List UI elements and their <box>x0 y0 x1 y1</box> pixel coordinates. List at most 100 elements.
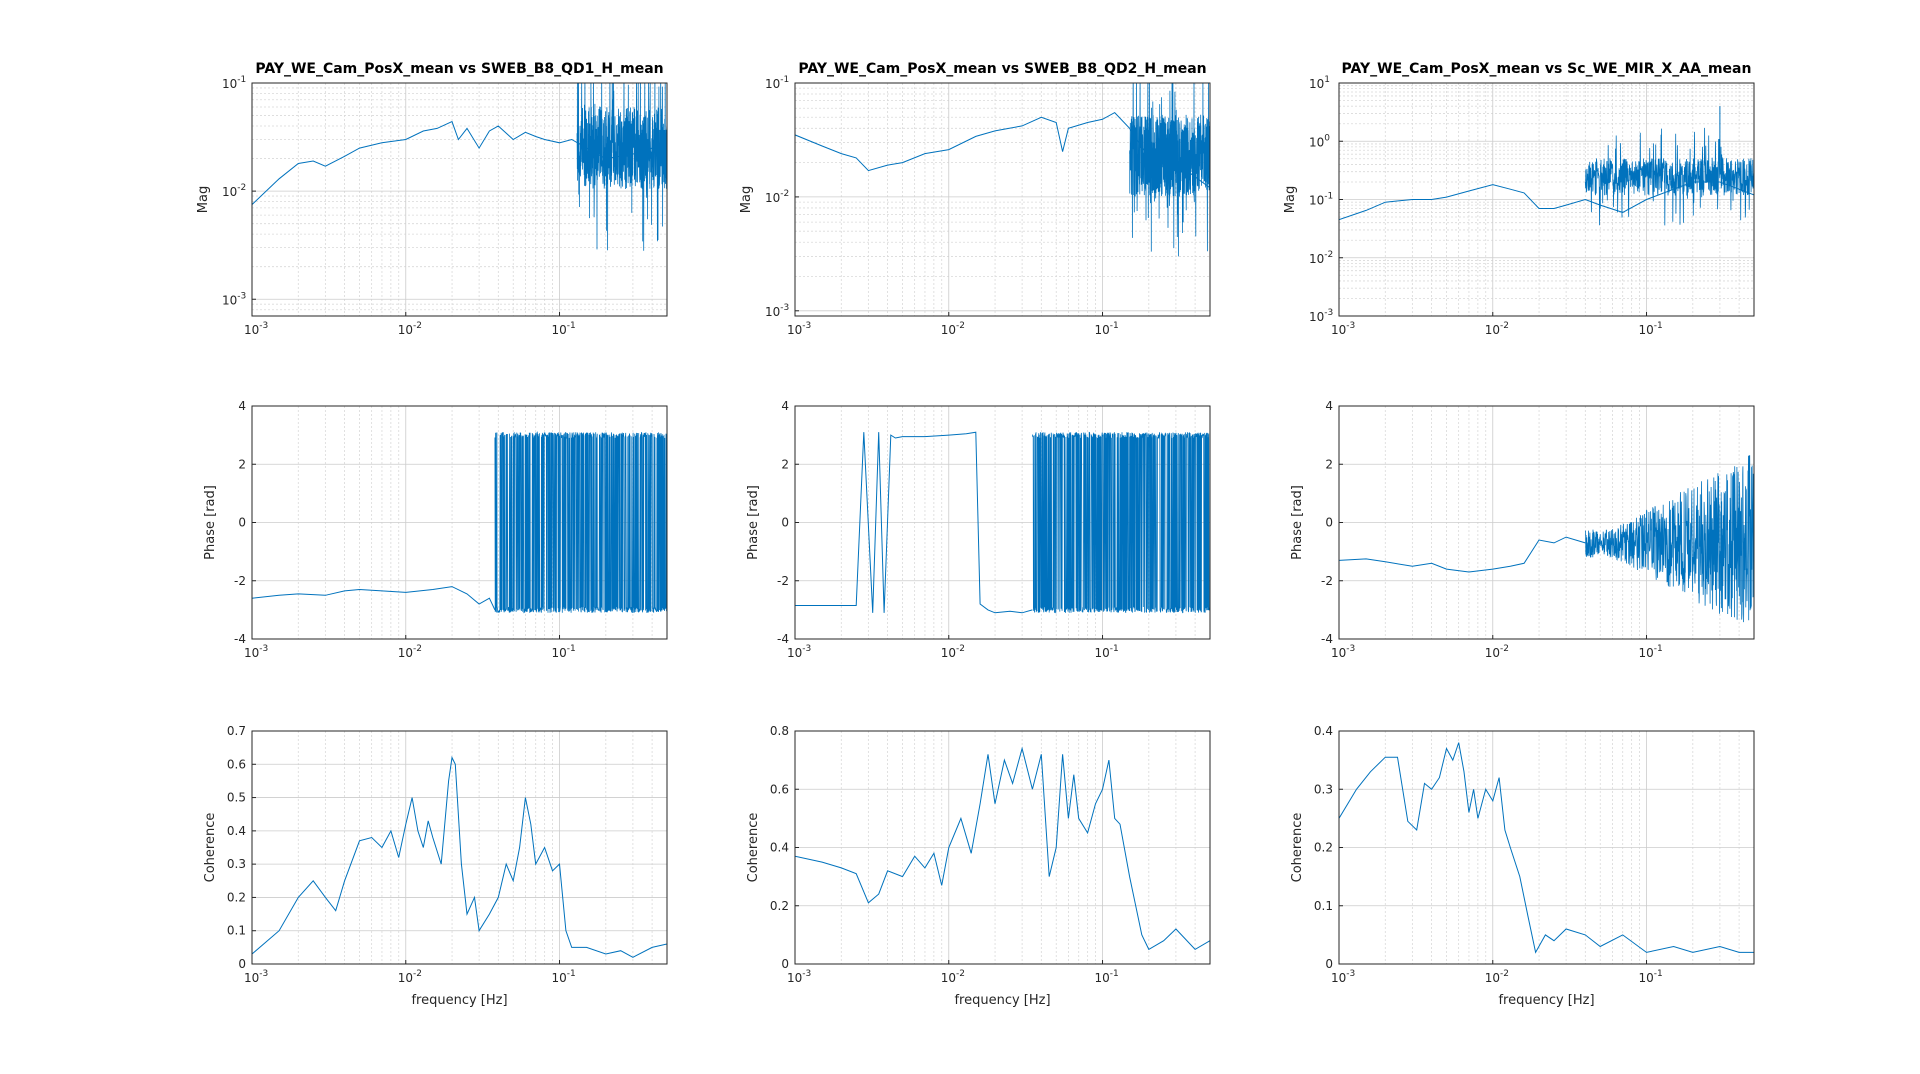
y-tick-label: -2 <box>777 574 789 588</box>
y-tick-label: 10-3 <box>765 303 789 319</box>
x-tick-exponent: -1 <box>1110 644 1119 654</box>
series-noise <box>1032 431 1210 614</box>
y-tick-label: 2 <box>781 457 789 471</box>
y-tick-label: 0 <box>1325 957 1333 971</box>
y-tick-exponent: 0 <box>1324 133 1330 143</box>
x-tick-exponent: -3 <box>259 644 268 654</box>
x-tick-label: 10-2 <box>1485 969 1509 985</box>
x-tick-exponent: -2 <box>956 644 965 654</box>
series-line <box>1339 742 1754 954</box>
series-line <box>795 431 1033 614</box>
y-tick-label: 10-2 <box>222 183 246 199</box>
x-tick-label: 10-3 <box>787 969 811 985</box>
x-tick-label: 10-1 <box>1639 969 1663 985</box>
x-tick-label: 10-2 <box>1485 321 1509 337</box>
y-axis-label: Mag <box>1283 186 1298 213</box>
y-tick-label: 4 <box>238 399 246 413</box>
y-tick-label: 0.4 <box>1314 724 1333 738</box>
y-tick-label: 10-2 <box>765 189 789 205</box>
x-tick-label: 10-3 <box>1331 321 1355 337</box>
x-tick-exponent: -3 <box>1346 321 1355 331</box>
series-group <box>795 431 1210 614</box>
subplot-coherence-1: 10-3 10-2 10-1 0 0.1 0.2 0.3 0.4 0.5 0.6 0.7 Cohere… <box>203 724 668 1008</box>
series-noise <box>494 431 667 614</box>
series-noise <box>1129 83 1210 257</box>
y-tick-exponent: -2 <box>1324 250 1333 260</box>
axes-box <box>251 82 668 317</box>
x-tick-label: 10-1 <box>1639 644 1663 660</box>
series-group <box>795 83 1210 257</box>
series-noise <box>576 83 667 251</box>
x-tick-exponent: -1 <box>567 644 576 654</box>
y-tick-label: 10-1 <box>222 75 246 91</box>
y-tick-label: 0.2 <box>1314 841 1333 855</box>
series-group <box>252 431 667 614</box>
x-tick-label: 10-2 <box>941 969 965 985</box>
y-tick-label: 0.1 <box>1314 899 1333 913</box>
y-axis-label: Mag <box>196 186 211 213</box>
x-tick-label: 10-3 <box>1331 969 1355 985</box>
x-tick-label: 10-1 <box>552 644 576 660</box>
series-group <box>795 746 1210 951</box>
y-tick-label: 2 <box>1325 457 1333 471</box>
plot-area <box>252 731 667 964</box>
x-tick-exponent: -3 <box>259 969 268 979</box>
x-tick-label: 10-1 <box>552 321 576 337</box>
y-axis-label: Mag <box>739 186 754 213</box>
x-tick-exponent: -2 <box>413 644 422 654</box>
x-axis-label: frequency [Hz] <box>1498 993 1594 1008</box>
x-tick-exponent: -2 <box>956 969 965 979</box>
series-line <box>252 755 667 958</box>
y-axis-label: Phase [rad] <box>203 485 218 560</box>
x-tick-exponent: -3 <box>1346 969 1355 979</box>
y-axis-label: Coherence <box>203 813 218 883</box>
y-tick-label: 0.3 <box>227 857 246 871</box>
series-group <box>1339 455 1754 623</box>
y-tick-label: -4 <box>234 632 246 646</box>
y-tick-exponent: -2 <box>237 183 246 193</box>
subplot-grid: 10-3 10-2 10-110-310-210-1MagPAY_WE_Cam_Po… <box>196 61 1755 1008</box>
y-tick-label: -4 <box>1321 632 1333 646</box>
y-tick-exponent: -3 <box>1324 308 1333 318</box>
y-tick-label: 0.4 <box>770 841 789 855</box>
x-tick-exponent: -2 <box>1500 644 1509 654</box>
x-tick-exponent: -2 <box>1500 969 1509 979</box>
y-tick-exponent: -1 <box>237 75 246 85</box>
y-tick-label: -2 <box>234 574 246 588</box>
y-tick-label: 10-1 <box>765 75 789 91</box>
x-axis-label: frequency [Hz] <box>411 993 507 1008</box>
y-tick-exponent: -3 <box>237 291 246 301</box>
subplot-title: PAY_WE_Cam_PosX_mean vs Sc_WE_MIR_X_AA_m… <box>1342 61 1752 77</box>
y-tick-exponent: -1 <box>780 75 789 85</box>
y-tick-label: 0.6 <box>770 782 789 796</box>
y-tick-label: 0 <box>1325 516 1333 530</box>
y-tick-label: 0 <box>238 516 246 530</box>
x-tick-exponent: -3 <box>802 644 811 654</box>
subplot-phase-2: 10-3 10-2 10-1 -4 -2 0 2 4 Phase [rad] <box>746 399 1211 660</box>
y-tick-label: 0 <box>238 957 246 971</box>
x-tick-exponent: -1 <box>1110 321 1119 331</box>
x-tick-exponent: -3 <box>1346 644 1355 654</box>
x-tick-label: 10-2 <box>398 321 422 337</box>
y-tick-label: 0 <box>781 516 789 530</box>
subplot-title: PAY_WE_Cam_PosX_mean vs SWEB_B8_QD2_H_me… <box>798 61 1206 77</box>
y-tick-label: 0.3 <box>1314 782 1333 796</box>
x-tick-label: 10-3 <box>787 321 811 337</box>
x-tick-exponent: -3 <box>802 969 811 979</box>
y-tick-label: 0.1 <box>227 924 246 938</box>
series-line <box>1339 536 1586 573</box>
x-tick-exponent: -1 <box>567 969 576 979</box>
subplot-magnitude-1: 10-3 10-2 10-1 10-3 10-2 10-1 Mag PAY_WE_Cam_Po… <box>196 61 668 337</box>
x-tick-label: 10-1 <box>552 969 576 985</box>
y-tick-label: 0.4 <box>227 824 246 838</box>
x-tick-exponent: -2 <box>413 321 422 331</box>
y-axis-label: Phase [rad] <box>1290 485 1305 560</box>
x-tick-exponent: -2 <box>956 321 965 331</box>
grid-lines <box>1338 82 1754 317</box>
subplot-coherence-2: 10-3 10-2 10-1 0 0.2 0.4 0.6 0.8 Coherence freque… <box>746 724 1211 1008</box>
x-tick-label: 10-2 <box>398 969 422 985</box>
y-tick-exponent: 1 <box>1324 75 1330 85</box>
y-tick-exponent: -3 <box>780 303 789 313</box>
y-tick-label: 4 <box>781 399 789 413</box>
